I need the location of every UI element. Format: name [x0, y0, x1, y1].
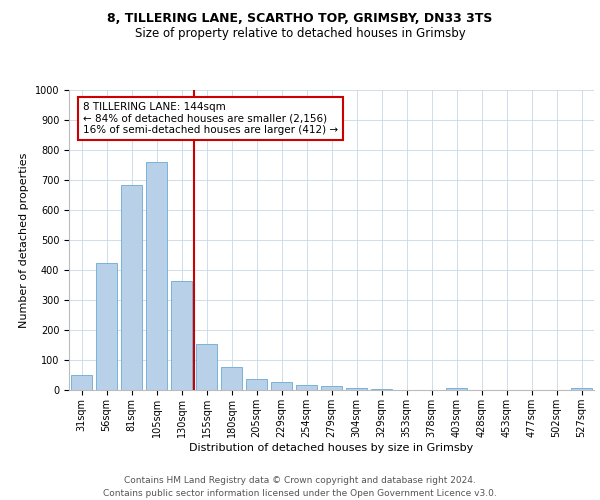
Bar [271, 382, 292, 390]
Bar [321, 386, 342, 390]
Text: 8 TILLERING LANE: 144sqm
← 84% of detached houses are smaller (2,156)
16% of sem: 8 TILLERING LANE: 144sqm ← 84% of detach… [83, 102, 338, 135]
X-axis label: Distribution of detached houses by size in Grimsby: Distribution of detached houses by size … [190, 442, 473, 452]
Bar [296, 384, 317, 390]
Bar [221, 367, 242, 390]
Y-axis label: Number of detached properties: Number of detached properties [19, 152, 29, 328]
Bar [171, 280, 192, 390]
Bar [71, 375, 92, 390]
Text: Contains HM Land Registry data © Crown copyright and database right 2024.
Contai: Contains HM Land Registry data © Crown c… [103, 476, 497, 498]
Bar [196, 344, 217, 390]
Bar [96, 262, 117, 390]
Bar [571, 388, 592, 390]
Bar [246, 379, 267, 390]
Bar [446, 388, 467, 390]
Bar [146, 162, 167, 390]
Bar [121, 184, 142, 390]
Bar [346, 388, 367, 390]
Text: Size of property relative to detached houses in Grimsby: Size of property relative to detached ho… [134, 28, 466, 40]
Text: 8, TILLERING LANE, SCARTHO TOP, GRIMSBY, DN33 3TS: 8, TILLERING LANE, SCARTHO TOP, GRIMSBY,… [107, 12, 493, 26]
